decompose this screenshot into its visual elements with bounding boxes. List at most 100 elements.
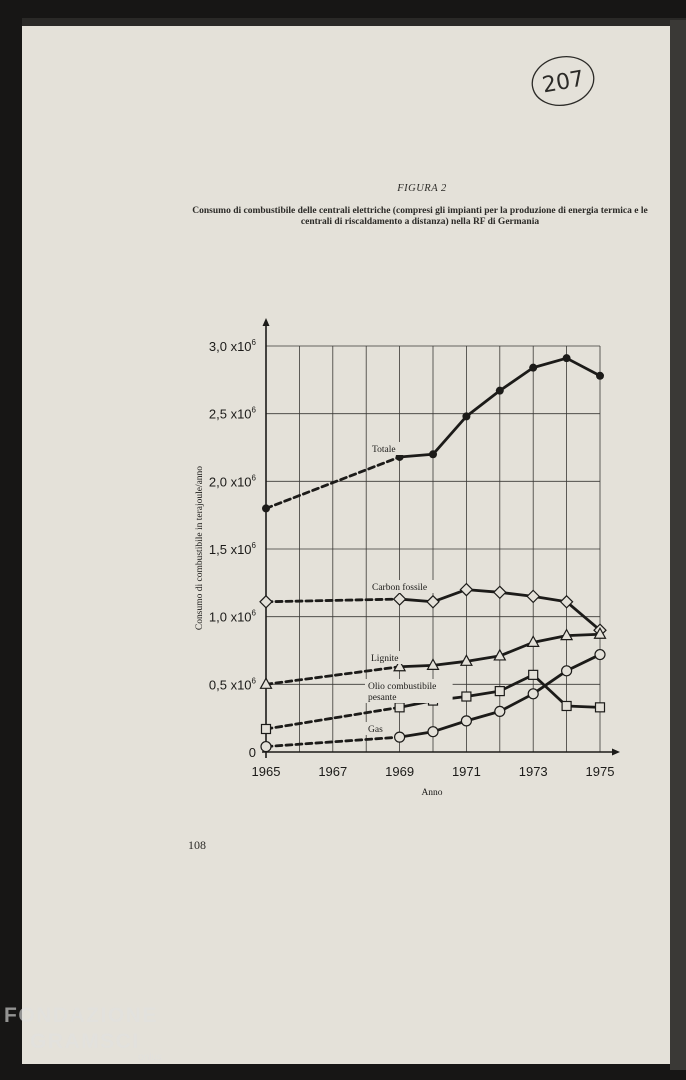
x-axis-title: Anno <box>421 788 442 798</box>
data-point <box>426 658 440 670</box>
series-segment <box>398 452 435 459</box>
series-label: pesante <box>368 693 397 703</box>
data-point <box>560 628 574 641</box>
series-label: Lignite <box>371 654 398 664</box>
series-segment <box>498 673 535 693</box>
series-segment <box>531 634 568 644</box>
watermark-line1: FONDAZIONE <box>4 1004 158 1027</box>
series-segment <box>264 455 402 510</box>
series-segment <box>531 669 568 696</box>
document-page <box>22 26 670 1064</box>
data-point <box>527 688 539 700</box>
series-segment <box>431 659 468 667</box>
figure-caption: Consumo di combustibile delle centrali e… <box>192 206 648 227</box>
series-label: Olio combustibile <box>368 682 436 692</box>
series-label-bg <box>365 679 453 703</box>
data-point <box>492 585 507 600</box>
figure-label: FIGURA 2 <box>397 183 447 194</box>
data-point <box>494 685 505 697</box>
y-axis-arrow <box>262 318 270 326</box>
x-tick-label: 1975 <box>586 764 615 779</box>
data-point <box>394 731 406 743</box>
series-segment <box>264 665 402 686</box>
data-point <box>594 702 606 713</box>
series-segment <box>565 704 602 709</box>
data-point <box>461 691 472 702</box>
series-segment <box>464 654 502 663</box>
data-point <box>493 648 507 661</box>
series-lignite <box>259 627 607 689</box>
watermark-line2: GRAMSCI <box>30 1030 140 1053</box>
series-gas <box>260 648 606 753</box>
data-point <box>593 627 607 639</box>
series-segment <box>264 597 402 604</box>
data-point <box>429 450 437 459</box>
series-label-bg <box>369 580 443 593</box>
series-segment <box>464 389 502 418</box>
data-point <box>259 677 273 689</box>
page-top-edge <box>22 18 686 26</box>
data-point <box>596 371 604 380</box>
series-segment <box>565 653 602 673</box>
series-segment <box>464 689 502 698</box>
series-segment <box>431 414 468 456</box>
series-segment <box>565 600 602 632</box>
series-segment <box>498 640 535 658</box>
series-segment <box>431 719 468 734</box>
series-segment <box>264 705 402 731</box>
y-tick-label: 2,5 x106 <box>209 406 257 422</box>
data-point <box>259 594 273 609</box>
data-point <box>392 592 407 606</box>
x-tick-label: 1967 <box>318 764 347 779</box>
series-segment <box>464 710 502 723</box>
y-tick-label: 0,5 x106 <box>209 676 257 692</box>
page-number: 108 <box>188 838 206 852</box>
data-point <box>394 702 405 713</box>
page-right-edge <box>670 20 686 1070</box>
data-point <box>393 659 407 672</box>
y-tick-label: 1,5 x106 <box>209 541 257 557</box>
data-point <box>426 594 440 609</box>
series-segment <box>565 356 602 378</box>
data-point <box>460 715 472 727</box>
series-label: Gas <box>368 725 383 735</box>
series-segment <box>531 356 568 370</box>
series-segment <box>565 632 602 638</box>
series-segment <box>498 366 535 393</box>
series-segment <box>431 588 468 604</box>
data-point <box>462 412 471 421</box>
data-point <box>528 669 539 680</box>
series-segment <box>398 730 435 739</box>
data-point <box>559 594 574 609</box>
series-label-bg <box>368 651 408 664</box>
y-tick-label: 1,0 x106 <box>209 609 257 625</box>
x-tick-label: 1969 <box>385 764 414 779</box>
data-point <box>594 648 606 661</box>
data-point <box>495 386 504 395</box>
series-label-bg <box>369 442 404 455</box>
data-point <box>260 740 272 753</box>
x-tick-label: 1973 <box>519 764 548 779</box>
y-tick-label: 0 <box>249 745 256 760</box>
series-label-bg <box>365 722 386 735</box>
data-point <box>427 726 439 738</box>
y-axis-title: Consumo di combustibile in terajoule/ann… <box>195 466 205 630</box>
x-tick-label: 1965 <box>252 764 281 779</box>
data-point <box>526 589 541 604</box>
data-point <box>260 723 272 735</box>
series-segment <box>398 663 435 669</box>
data-point <box>494 705 506 718</box>
data-point <box>262 504 270 513</box>
data-point <box>560 665 573 677</box>
watermark-suffix: onlus <box>138 1052 162 1063</box>
data-point <box>561 700 572 712</box>
series-segment <box>498 692 535 713</box>
data-point <box>459 654 473 666</box>
data-point <box>529 363 538 372</box>
y-tick-label: 3,0 x106 <box>209 338 257 354</box>
folio-stamp: 207 <box>531 56 595 106</box>
series-segment <box>264 735 402 748</box>
data-point <box>459 582 474 597</box>
data-point <box>562 354 571 363</box>
